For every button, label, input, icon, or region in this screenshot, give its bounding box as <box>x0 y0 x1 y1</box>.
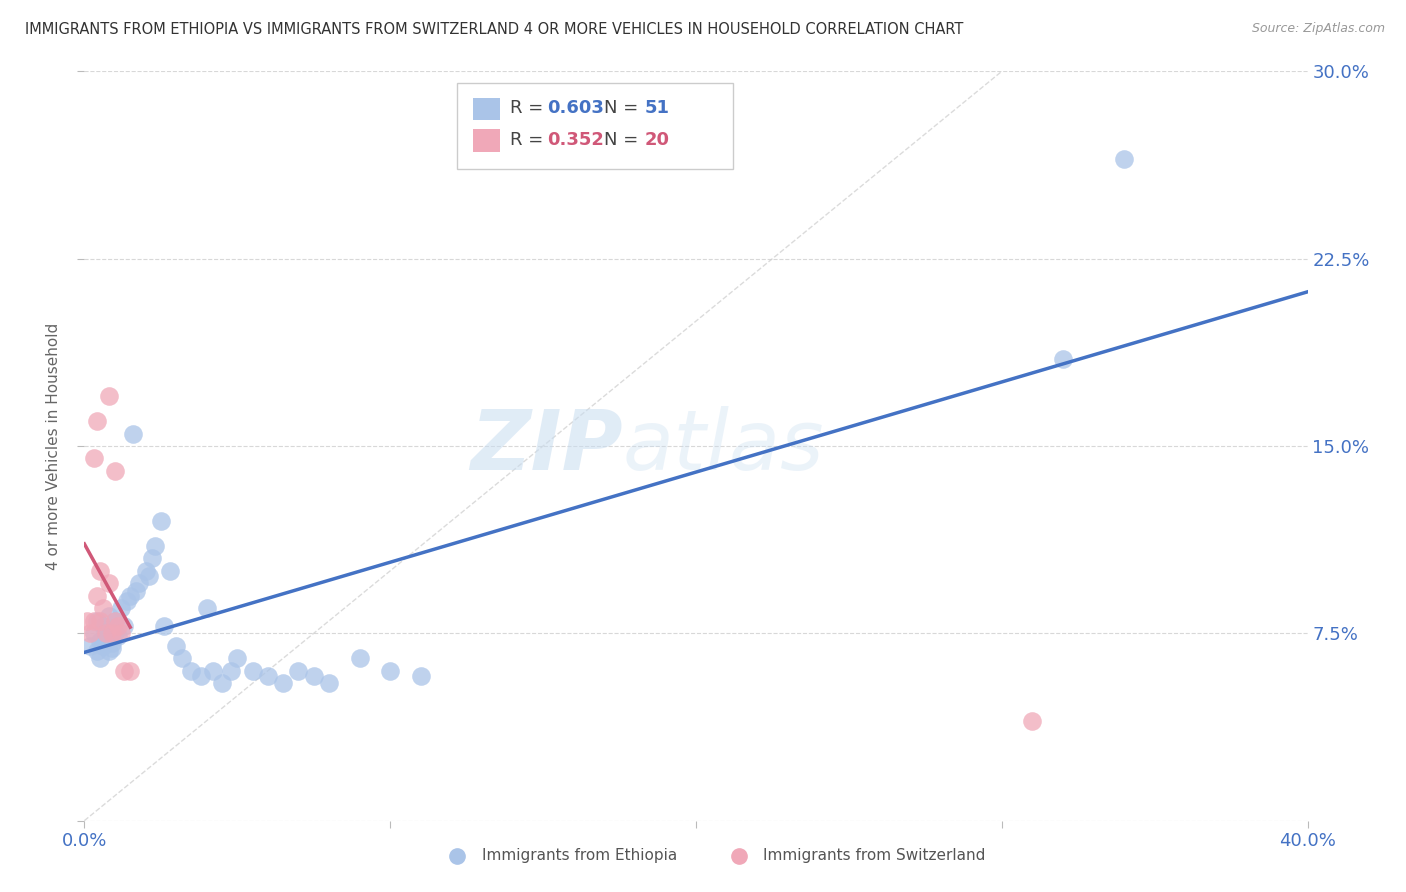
Text: 0.603: 0.603 <box>547 99 603 117</box>
Text: Immigrants from Switzerland: Immigrants from Switzerland <box>763 848 986 863</box>
Point <box>115 594 138 608</box>
Point <box>79 626 101 640</box>
Point <box>172 651 194 665</box>
FancyBboxPatch shape <box>457 83 733 169</box>
Point <box>201 664 224 678</box>
Point <box>104 614 127 628</box>
Point <box>149 514 172 528</box>
Text: Immigrants from Ethiopia: Immigrants from Ethiopia <box>482 848 678 863</box>
Point <box>153 619 176 633</box>
Point <box>1052 351 1074 366</box>
Point <box>86 414 108 428</box>
Point <box>86 589 108 603</box>
Point <box>94 632 117 646</box>
Point <box>104 464 127 478</box>
Point <box>94 624 117 638</box>
Text: Source: ZipAtlas.com: Source: ZipAtlas.com <box>1251 22 1385 36</box>
Point <box>120 664 142 678</box>
Point <box>112 619 135 633</box>
Point <box>97 576 120 591</box>
Point <box>110 601 132 615</box>
Text: 0.352: 0.352 <box>547 130 603 149</box>
Point <box>226 651 249 665</box>
Point <box>89 633 111 648</box>
Point <box>287 664 309 678</box>
Point <box>195 601 218 615</box>
Point <box>101 636 124 650</box>
Text: N =: N = <box>605 130 644 149</box>
Text: 51: 51 <box>644 99 669 117</box>
Point <box>257 669 280 683</box>
Point <box>107 629 129 643</box>
Y-axis label: 4 or more Vehicles in Household: 4 or more Vehicles in Household <box>46 322 62 570</box>
Point <box>94 626 117 640</box>
Point <box>165 639 187 653</box>
Text: R =: R = <box>510 99 548 117</box>
Point <box>104 626 127 640</box>
Point <box>380 664 402 678</box>
Text: ZIP: ZIP <box>470 406 623 486</box>
Text: atlas: atlas <box>623 406 824 486</box>
Point <box>83 614 105 628</box>
Point <box>138 569 160 583</box>
FancyBboxPatch shape <box>474 97 501 120</box>
Point <box>211 676 233 690</box>
Point <box>86 644 108 658</box>
Point <box>79 639 101 653</box>
Point <box>97 644 120 658</box>
Point <box>120 589 142 603</box>
Point <box>122 426 145 441</box>
Text: 20: 20 <box>644 130 669 149</box>
Point <box>242 664 264 678</box>
Point <box>91 601 114 615</box>
Point <box>143 539 166 553</box>
Point <box>89 614 111 628</box>
Text: R =: R = <box>510 130 548 149</box>
Point <box>107 619 129 633</box>
Point <box>89 651 111 665</box>
Point <box>1114 152 1136 166</box>
Point <box>76 614 98 628</box>
Point <box>104 614 127 628</box>
Point <box>409 669 432 683</box>
Point <box>83 451 105 466</box>
FancyBboxPatch shape <box>474 129 501 152</box>
Point <box>91 639 114 653</box>
Point <box>89 564 111 578</box>
Point <box>101 626 124 640</box>
Point <box>318 676 340 690</box>
Point <box>110 626 132 640</box>
Point <box>180 664 202 678</box>
Point <box>271 676 294 690</box>
Point <box>302 669 325 683</box>
Point <box>112 664 135 678</box>
Point <box>141 551 163 566</box>
Point <box>101 641 124 656</box>
Point <box>349 651 371 665</box>
Point <box>86 614 108 628</box>
Text: N =: N = <box>605 99 644 117</box>
Point <box>125 583 148 598</box>
Point <box>97 389 120 403</box>
Point <box>91 619 114 633</box>
Point <box>190 669 212 683</box>
Point <box>97 608 120 623</box>
Point <box>219 664 242 678</box>
Text: IMMIGRANTS FROM ETHIOPIA VS IMMIGRANTS FROM SWITZERLAND 4 OR MORE VEHICLES IN HO: IMMIGRANTS FROM ETHIOPIA VS IMMIGRANTS F… <box>25 22 963 37</box>
Point <box>128 576 150 591</box>
Point <box>159 564 181 578</box>
Point <box>135 564 157 578</box>
Point <box>1021 714 1043 728</box>
Point <box>83 626 105 640</box>
